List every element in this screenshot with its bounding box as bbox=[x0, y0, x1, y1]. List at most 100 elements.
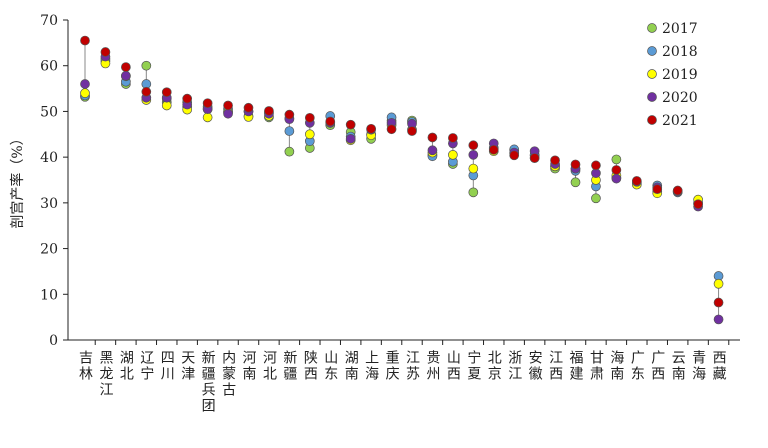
dot bbox=[591, 193, 601, 204]
x-tick-label: 福建 bbox=[568, 350, 584, 382]
dot bbox=[264, 106, 274, 116]
dot bbox=[652, 184, 663, 194]
legend-marker bbox=[647, 92, 657, 102]
dot bbox=[427, 145, 438, 156]
dot bbox=[468, 187, 479, 198]
dot bbox=[468, 140, 479, 151]
dot bbox=[80, 79, 90, 89]
x-tick-label: 天津 bbox=[179, 350, 195, 382]
x-tick-label: 广东 bbox=[629, 350, 645, 382]
dot bbox=[713, 278, 724, 289]
dot bbox=[202, 112, 213, 123]
dot bbox=[488, 144, 499, 155]
y-tick-label: 70 bbox=[40, 13, 58, 29]
legend-label: 2019 bbox=[662, 67, 698, 83]
y-tick-label: 40 bbox=[40, 150, 58, 166]
dot bbox=[182, 93, 193, 104]
x-tick-label: 宁夏 bbox=[465, 349, 481, 382]
x-tick-label: 新疆兵团 bbox=[200, 350, 216, 414]
dot bbox=[570, 177, 581, 188]
dot bbox=[141, 86, 152, 97]
dot bbox=[611, 154, 622, 165]
dot bbox=[509, 150, 520, 161]
y-tick-label: 20 bbox=[40, 242, 58, 258]
dot bbox=[591, 160, 601, 171]
x-tick-label: 浙江 bbox=[506, 350, 522, 382]
x-tick-label: 西藏 bbox=[711, 350, 727, 382]
x-tick-label: 黑龙江 bbox=[97, 350, 113, 398]
dot bbox=[304, 129, 315, 140]
x-tick-label: 安徽 bbox=[527, 350, 543, 382]
legend-marker bbox=[647, 115, 657, 125]
y-tick-label: 60 bbox=[40, 59, 58, 75]
dot bbox=[325, 116, 336, 127]
x-tick-label: 湖南 bbox=[343, 350, 359, 382]
dot bbox=[386, 124, 397, 135]
x-tick-label: 吉林 bbox=[77, 350, 93, 382]
x-tick-label: 内蒙古 bbox=[220, 350, 236, 398]
dot bbox=[80, 35, 90, 46]
x-tick-label: 广西 bbox=[649, 350, 665, 382]
dot bbox=[304, 112, 315, 123]
dot bbox=[693, 199, 703, 210]
dot bbox=[713, 314, 724, 325]
x-tick-label: 海南 bbox=[608, 350, 624, 382]
dot bbox=[284, 126, 295, 136]
dot bbox=[468, 163, 479, 174]
dot bbox=[550, 155, 560, 166]
dot bbox=[345, 119, 356, 130]
x-tick-label: 贵州 bbox=[424, 350, 440, 382]
dot bbox=[570, 159, 581, 170]
y-axis-label: 剖宫产率（%） bbox=[9, 131, 26, 228]
dot bbox=[407, 126, 417, 136]
y-tick-label: 30 bbox=[40, 196, 58, 212]
dot bbox=[223, 108, 233, 119]
x-tick-label: 河北 bbox=[261, 350, 277, 382]
x-tick-label: 重庆 bbox=[384, 350, 400, 382]
x-tick-label: 上海 bbox=[363, 350, 379, 382]
x-tick-label: 新疆 bbox=[281, 350, 297, 382]
x-tick-label: 辽宁 bbox=[138, 350, 154, 382]
dot bbox=[448, 150, 458, 160]
dot bbox=[366, 123, 376, 134]
dot bbox=[161, 87, 172, 98]
x-tick-label: 山东 bbox=[322, 350, 338, 382]
dot bbox=[611, 165, 622, 175]
y-tick-label: 10 bbox=[40, 287, 58, 303]
dot bbox=[284, 109, 295, 120]
legend-label: 2020 bbox=[662, 90, 698, 106]
x-tick-label: 湖北 bbox=[118, 350, 134, 382]
dot bbox=[468, 150, 479, 160]
x-tick-label: 北京 bbox=[486, 350, 502, 382]
dot bbox=[243, 102, 254, 113]
x-tick-label: 云南 bbox=[670, 350, 686, 382]
dot bbox=[427, 132, 438, 143]
dot bbox=[202, 98, 213, 109]
dot bbox=[284, 146, 295, 157]
legend-label: 2017 bbox=[662, 21, 698, 37]
dot bbox=[529, 153, 540, 163]
legend-marker bbox=[647, 69, 657, 79]
dot bbox=[121, 70, 131, 81]
legend-label: 2021 bbox=[662, 113, 698, 129]
x-tick-label: 河南 bbox=[241, 350, 257, 382]
x-tick-label: 陕西 bbox=[302, 350, 318, 382]
dot bbox=[121, 62, 131, 72]
x-tick-label: 江西 bbox=[547, 350, 563, 382]
x-tick-label: 江苏 bbox=[404, 350, 420, 382]
dot bbox=[631, 176, 642, 186]
x-tick-label: 青海 bbox=[690, 350, 706, 382]
dot bbox=[100, 47, 111, 57]
dot bbox=[223, 100, 233, 111]
dot bbox=[611, 173, 622, 184]
dot bbox=[141, 60, 152, 71]
legend-label: 2018 bbox=[662, 44, 698, 60]
dot bbox=[80, 88, 90, 98]
legend-marker bbox=[647, 23, 657, 33]
y-tick-label: 50 bbox=[40, 104, 58, 120]
dot bbox=[448, 133, 458, 143]
dot bbox=[345, 134, 356, 144]
legend-marker bbox=[647, 46, 657, 56]
y-tick-label: 0 bbox=[49, 333, 58, 349]
